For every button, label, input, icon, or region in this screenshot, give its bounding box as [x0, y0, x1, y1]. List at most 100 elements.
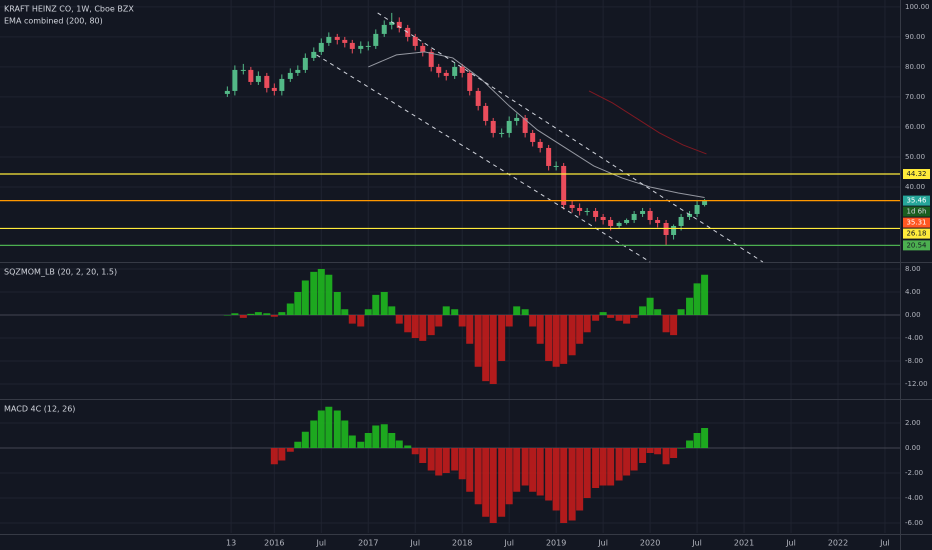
histogram-bar	[552, 448, 560, 511]
candle-body	[600, 216, 606, 220]
candle-body	[467, 72, 473, 91]
candle-body	[373, 33, 379, 46]
candle-body	[647, 210, 653, 220]
histogram-bar	[451, 448, 459, 471]
histogram-bar	[489, 448, 497, 523]
x-tick-label: Jul	[597, 539, 608, 548]
candle-body	[287, 72, 293, 79]
price-label-box	[903, 206, 930, 217]
histogram-bar	[599, 448, 607, 486]
histogram-bar	[380, 424, 388, 448]
candle-body	[452, 66, 458, 76]
histogram-bar	[623, 448, 631, 476]
histogram-bar	[701, 428, 709, 448]
candle-body	[334, 36, 340, 40]
x-tick-label: Jul	[879, 539, 890, 548]
candle-body	[436, 66, 442, 73]
histogram-bar	[513, 448, 521, 492]
histogram-bar	[686, 440, 694, 448]
panel-title: KRAFT HEINZ CO, 1W, Cboe BZX	[4, 5, 134, 14]
x-tick-label: 2020	[640, 539, 660, 548]
x-tick-label: Jul	[691, 539, 702, 548]
histogram-bar	[568, 448, 576, 521]
histogram-bar	[325, 274, 333, 315]
histogram-bar	[458, 448, 466, 480]
histogram-bar	[286, 303, 294, 315]
histogram-bar	[357, 314, 365, 327]
histogram-bar	[231, 313, 239, 315]
histogram-bar	[583, 314, 591, 333]
histogram-bar	[442, 448, 450, 473]
histogram-bar	[592, 314, 600, 321]
histogram-bar	[270, 448, 278, 465]
histogram-bar	[513, 306, 521, 315]
panel-title: MACD 4C (12, 26)	[4, 405, 75, 414]
x-tick-label: 2021	[734, 539, 754, 548]
histogram-bar	[357, 441, 365, 448]
x-tick-label: Jul	[409, 539, 420, 548]
histogram-bar	[310, 271, 318, 315]
candle-body	[295, 69, 301, 73]
candle-body	[522, 117, 528, 133]
histogram-bar	[505, 448, 513, 505]
panel-title: SQZMOM_LB (20, 2, 20, 1.5)	[4, 268, 117, 277]
ema-line	[368, 51, 705, 198]
histogram-bar	[395, 314, 403, 324]
histogram-bar	[435, 448, 443, 476]
candle-body	[694, 204, 700, 214]
y-tick-label: 80.00	[905, 63, 925, 71]
candle-body	[396, 21, 402, 28]
histogram-bar	[404, 445, 412, 448]
histogram-bar	[317, 268, 325, 315]
candle-body	[702, 200, 708, 205]
candle-body	[428, 51, 434, 67]
candle-body	[412, 36, 418, 46]
histogram-bar	[545, 448, 553, 501]
candle-body	[279, 78, 285, 91]
histogram-bar	[576, 314, 584, 344]
candle-body	[302, 57, 308, 70]
histogram-bar	[521, 309, 529, 315]
histogram-bar	[239, 314, 247, 318]
histogram-bar	[482, 448, 490, 517]
histogram-bar	[333, 291, 341, 315]
y-tick-label: -2.00	[905, 469, 923, 477]
candle-body	[687, 213, 693, 217]
histogram-bar	[223, 314, 231, 316]
histogram-bar	[372, 294, 380, 315]
histogram-bar	[505, 314, 513, 327]
histogram-bar	[670, 314, 678, 336]
candle-body	[443, 72, 449, 76]
histogram-bar	[639, 448, 647, 463]
x-tick-label: Jul	[315, 539, 326, 548]
y-tick-label: 2.00	[905, 419, 921, 427]
candle-body	[553, 165, 559, 167]
histogram-bar	[372, 425, 380, 448]
histogram-bar	[442, 306, 450, 315]
histogram-bar	[427, 448, 435, 471]
histogram-bar	[435, 314, 443, 327]
price-label-box	[903, 169, 930, 180]
histogram-bar	[662, 314, 670, 333]
histogram-bar	[670, 448, 678, 458]
histogram-bar	[341, 309, 349, 315]
candle-body	[224, 90, 230, 94]
histogram-bar	[388, 306, 396, 315]
candle-body	[655, 219, 661, 223]
histogram-bar	[427, 314, 435, 336]
candle-body	[318, 42, 324, 52]
candle-body	[475, 90, 481, 106]
candle-body	[577, 207, 583, 211]
price-label-box	[903, 217, 930, 228]
candle-body	[537, 141, 543, 148]
histogram-bar	[348, 314, 356, 324]
histogram-bar	[529, 448, 537, 492]
histogram-bar	[583, 448, 591, 498]
histogram-bar	[639, 306, 647, 315]
candle-body	[640, 210, 646, 214]
histogram-bar	[310, 420, 318, 448]
candle-body	[358, 45, 364, 49]
x-tick-label: Jul	[503, 539, 514, 548]
